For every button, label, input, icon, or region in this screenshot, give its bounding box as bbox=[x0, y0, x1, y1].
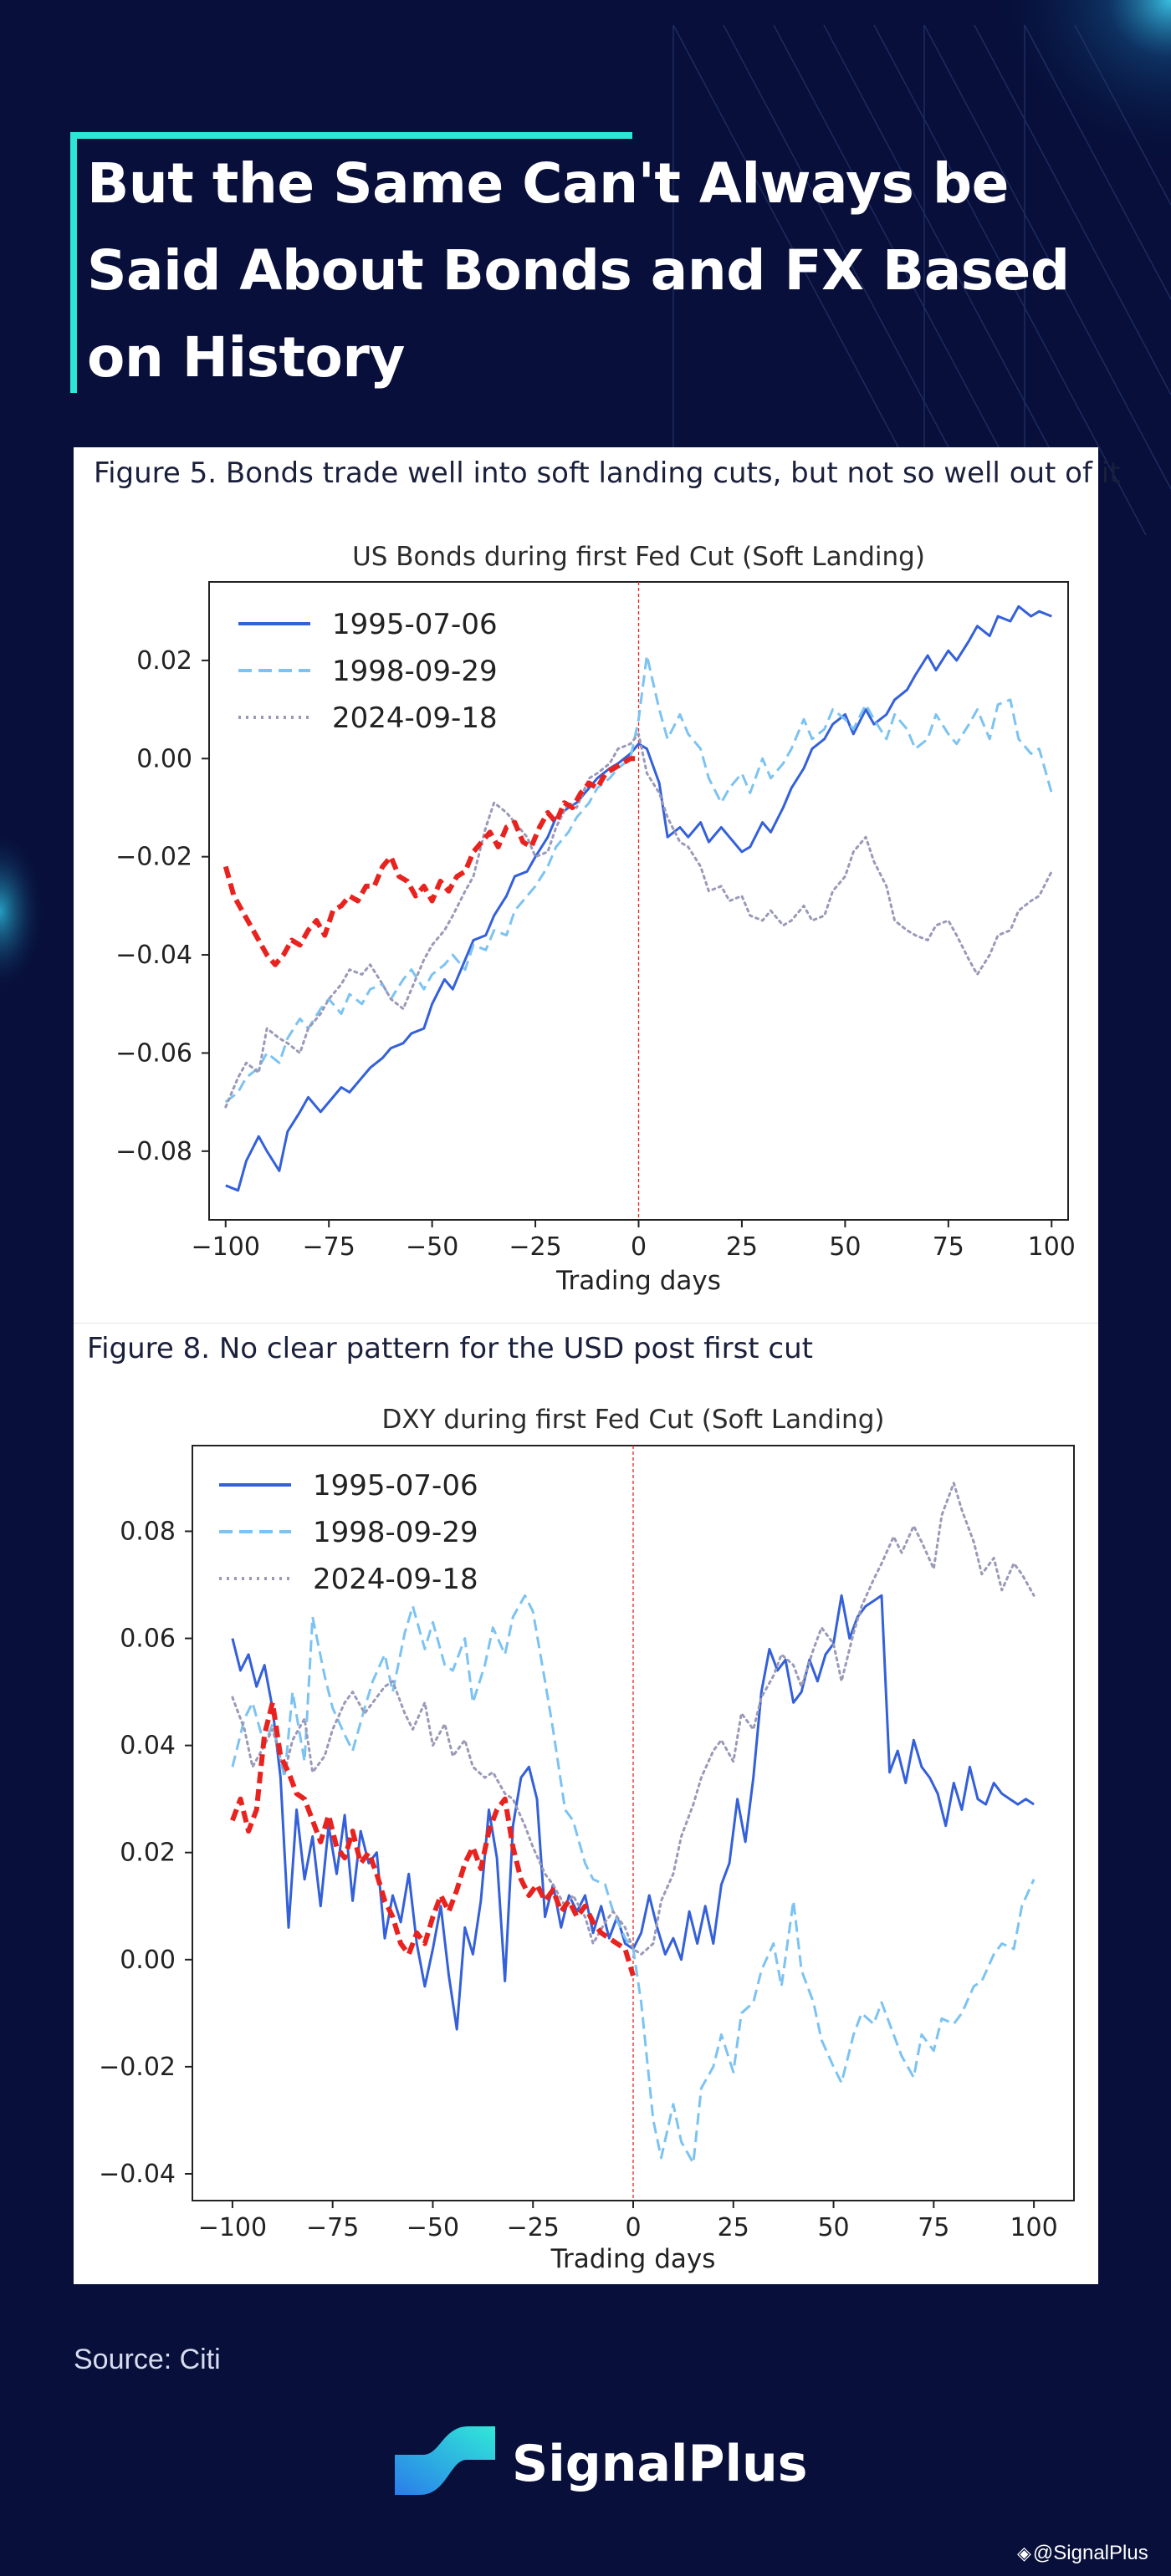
figure-divider bbox=[74, 1323, 1098, 1324]
x-tick-label: 75 bbox=[933, 1232, 964, 1262]
y-tick-label: −0.02 bbox=[99, 2053, 176, 2082]
x-axis-label: Trading days bbox=[550, 2244, 716, 2274]
series-line-1995-07-06 bbox=[231, 1594, 1035, 2031]
chart-0: US Bonds during first Fed Cut (Soft Land… bbox=[115, 542, 1076, 1296]
brand-name: SignalPlus bbox=[512, 2435, 808, 2493]
y-tick-label: −0.06 bbox=[115, 1038, 192, 1068]
x-tick-label: −50 bbox=[406, 1232, 458, 1262]
figure-panel bbox=[74, 447, 1098, 2284]
x-tick-label: 50 bbox=[817, 2213, 849, 2242]
figure-8-caption: Figure 8. No clear pattern for the USD p… bbox=[87, 1332, 813, 1365]
y-tick-label: −0.08 bbox=[115, 1137, 192, 1166]
series-line-highlight bbox=[222, 756, 639, 967]
diamond-logo-icon: ◈ bbox=[1017, 2543, 1031, 2563]
x-tick-label: 25 bbox=[718, 2213, 749, 2242]
legend-label: 1998-09-29 bbox=[332, 655, 498, 688]
x-tick-label: −25 bbox=[507, 2213, 560, 2242]
y-tick-label: −0.02 bbox=[115, 843, 192, 872]
y-tick-label: 0.06 bbox=[120, 1625, 176, 1654]
series-line-highlight bbox=[230, 1700, 636, 1977]
x-tick-label: 75 bbox=[918, 2213, 949, 2242]
chart-title: DXY during first Fed Cut (Soft Landing) bbox=[382, 1405, 885, 1435]
x-tick-label: −100 bbox=[198, 2213, 267, 2242]
legend-label: 1998-09-29 bbox=[313, 1516, 478, 1549]
signalplus-logo-icon bbox=[395, 2426, 495, 2495]
x-tick-label: −25 bbox=[509, 1232, 561, 1262]
y-tick-label: 0.02 bbox=[136, 646, 192, 676]
x-tick-label: −75 bbox=[306, 2213, 359, 2242]
figure-5-caption: Figure 5. Bonds trade well into soft lan… bbox=[94, 457, 1121, 490]
y-tick-label: 0.00 bbox=[120, 1946, 176, 1975]
y-tick-label: 0.00 bbox=[136, 744, 192, 773]
legend-label: 2024-09-18 bbox=[313, 1563, 478, 1596]
x-axis-label: Trading days bbox=[555, 1266, 721, 1296]
x-tick-label: −75 bbox=[303, 1232, 355, 1262]
x-tick-label: 50 bbox=[829, 1232, 861, 1262]
chart-1: DXY during first Fed Cut (Soft Landing) −… bbox=[99, 1405, 1075, 2274]
y-tick-label: −0.04 bbox=[115, 941, 192, 970]
x-tick-label: −50 bbox=[407, 2213, 459, 2242]
source-note: Source: Citi bbox=[74, 2344, 221, 2375]
y-tick-label: 0.02 bbox=[120, 1839, 176, 1868]
watermark-text: @SignalPlus bbox=[1032, 2542, 1148, 2564]
series-line-2024-09-18 bbox=[231, 1482, 1035, 1956]
page-title: But the Same Can't Always be Said About … bbox=[87, 151, 1070, 390]
y-tick-label: −0.04 bbox=[99, 2160, 176, 2189]
x-tick-label: 0 bbox=[625, 2213, 641, 2242]
title-accent-bar-vertical bbox=[70, 132, 77, 393]
x-tick-label: 0 bbox=[631, 1232, 647, 1262]
series-line-2024-09-18 bbox=[224, 732, 1053, 1109]
x-tick-label: 100 bbox=[1028, 1232, 1076, 1262]
x-tick-label: 25 bbox=[726, 1232, 758, 1262]
series-line-1995-07-06 bbox=[225, 604, 1052, 1192]
title-accent-bar bbox=[70, 132, 632, 139]
legend-label: 2024-09-18 bbox=[332, 701, 498, 735]
watermark: ◈@SignalPlus bbox=[1017, 2542, 1148, 2565]
legend-label: 1995-07-06 bbox=[313, 1469, 478, 1502]
x-tick-label: 100 bbox=[1010, 2213, 1057, 2242]
series-line-1998-09-29 bbox=[224, 654, 1053, 1104]
x-tick-label: −100 bbox=[192, 1232, 260, 1262]
legend-label: 1995-07-06 bbox=[332, 608, 498, 641]
chart-title: US Bonds during first Fed Cut (Soft Land… bbox=[352, 542, 925, 572]
y-tick-label: 0.04 bbox=[120, 1732, 176, 1761]
y-tick-label: 0.08 bbox=[120, 1517, 176, 1546]
